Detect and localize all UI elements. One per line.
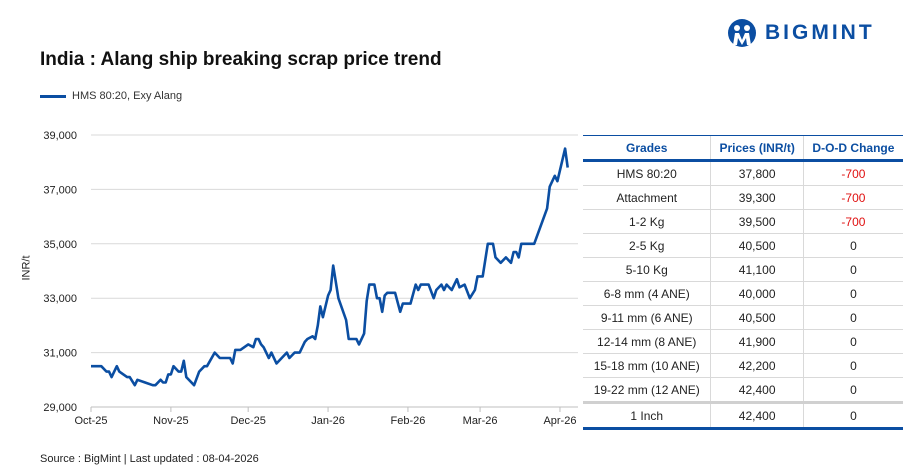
x-tick-label: Dec-25: [230, 415, 265, 427]
price-cell: 40,000: [710, 281, 804, 306]
price-cell: 40,500: [710, 305, 804, 330]
price-cell: 40,500: [710, 233, 804, 258]
dod-change-cell: 0: [802, 377, 903, 403]
table-row: 2-5 Kg 40,500 0: [583, 233, 903, 258]
y-tick-label: 39,000: [43, 130, 77, 142]
chart-title: India : Alang ship breaking scrap price …: [40, 49, 442, 70]
x-tick-label: Feb-26: [391, 415, 426, 427]
y-tick-label: 31,000: [43, 348, 77, 360]
grade-cell: 1-2 Kg: [583, 209, 711, 234]
price-cell: 42,400: [710, 377, 804, 403]
price-cell: 42,400: [710, 401, 804, 430]
dod-change-cell: 0: [802, 281, 903, 306]
grade-cell: 15-18 mm (10 ANE): [583, 353, 711, 378]
grade-cell: 1 Inch: [583, 401, 711, 430]
price-table: Grades Prices (INR/t) D-O-D Change HMS 8…: [583, 135, 903, 430]
series-line-hms-80-20: [91, 147, 569, 387]
dod-change-cell: 0: [802, 329, 903, 354]
y-tick-label: 37,000: [43, 184, 77, 196]
x-tick-label: Nov-25: [153, 415, 188, 427]
source-note: Source : BigMint | Last updated : 08-04-…: [40, 453, 259, 465]
price-cell: 37,800: [710, 160, 804, 186]
header-prices: Prices (INR/t): [710, 135, 804, 162]
dod-change-cell: 0: [802, 353, 903, 378]
dod-change-cell: 0: [802, 257, 903, 282]
price-cell: 41,100: [710, 257, 804, 282]
x-tick-label: Jan-26: [311, 415, 345, 427]
table-row: 1 Inch 42,400 0: [583, 401, 903, 430]
table-row: 6-8 mm (4 ANE) 40,000 0: [583, 281, 903, 306]
x-tick-label: Mar-26: [463, 415, 498, 427]
table-row: Attachment 39,300 -700: [583, 185, 903, 210]
table-row: 1-2 Kg 39,500 -700: [583, 209, 903, 234]
table-row: 19-22 mm (12 ANE) 42,400 0: [583, 377, 903, 403]
header-dod-change: D-O-D Change: [802, 135, 903, 162]
grade-cell: 6-8 mm (4 ANE): [583, 281, 711, 306]
x-tick-label: Oct-25: [74, 415, 107, 427]
grade-cell: 5-10 Kg: [583, 257, 711, 282]
bigmint-logo-icon: [728, 19, 756, 47]
grade-cell: HMS 80:20: [583, 160, 711, 186]
bigmint-logo: BIGMINT: [727, 18, 875, 48]
y-tick-label: 33,000: [43, 293, 77, 305]
y-tick-label: 29,000: [43, 402, 77, 414]
dod-change-cell: -700: [802, 160, 903, 186]
legend-label: HMS 80:20, Exy Alang: [72, 90, 183, 102]
table-row: 12-14 mm (8 ANE) 41,900 0: [583, 329, 903, 354]
x-tick-label: Apr-26: [543, 415, 576, 427]
grade-cell: 19-22 mm (12 ANE): [583, 377, 711, 403]
y-tick-label: 35,000: [43, 239, 77, 251]
header-grades: Grades: [583, 135, 711, 162]
dod-change-cell: 0: [802, 233, 903, 258]
price-cell: 42,200: [710, 353, 804, 378]
grade-cell: 9-11 mm (6 ANE): [583, 305, 711, 330]
dod-change-cell: -700: [802, 185, 903, 210]
brand-name: BIGMINT: [765, 21, 875, 44]
grade-cell: 12-14 mm (8 ANE): [583, 329, 711, 354]
table-row: 15-18 mm (10 ANE) 42,200 0: [583, 353, 903, 378]
price-cell: 39,500: [710, 209, 804, 234]
grade-cell: Attachment: [583, 185, 711, 210]
dod-change-cell: 0: [802, 305, 903, 330]
price-cell: 39,300: [710, 185, 804, 210]
dod-change-cell: -700: [802, 209, 903, 234]
legend: HMS 80:20, Exy Alang: [40, 90, 182, 102]
dod-change-cell: 0: [802, 401, 903, 430]
table-row: 9-11 mm (6 ANE) 40,500 0: [583, 305, 903, 330]
grade-cell: 2-5 Kg: [583, 233, 711, 258]
legend-swatch: [40, 94, 66, 98]
table-row: 5-10 Kg 41,100 0: [583, 257, 903, 282]
price-cell: 41,900: [710, 329, 804, 354]
table-row: HMS 80:20 37,800 -700: [583, 160, 903, 186]
